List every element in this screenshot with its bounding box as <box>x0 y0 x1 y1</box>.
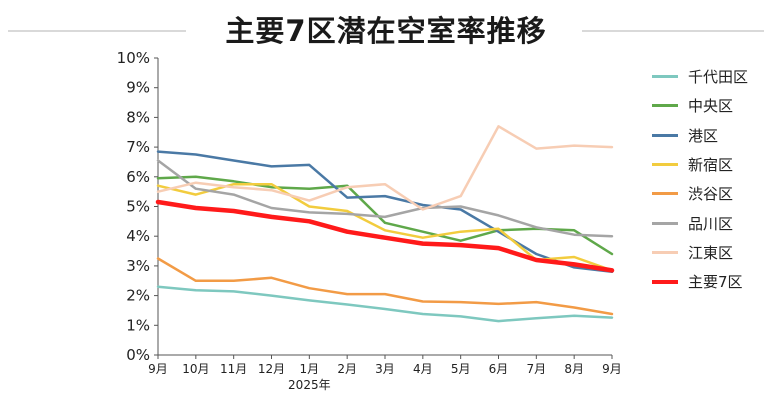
legend-item-6: 品川区 <box>652 208 770 237</box>
x-tick-label: 9月 <box>148 362 168 376</box>
y-tick-label: 2% <box>126 287 150 305</box>
x-year-label: 2025年 <box>288 378 331 392</box>
x-tick-label: 7月 <box>527 362 547 376</box>
legend-label: 中央区 <box>688 97 734 116</box>
y-tick-label: 8% <box>126 108 150 126</box>
series-line-2 <box>156 175 614 256</box>
y-tick-label: 7% <box>126 138 150 156</box>
y-tick-label: 5% <box>126 198 150 216</box>
x-tick-label: 4月 <box>413 362 433 376</box>
y-tick-label: 3% <box>126 257 150 275</box>
legend-item-7: 江東区 <box>652 238 770 267</box>
series-line-3 <box>156 150 614 274</box>
legend-swatch <box>652 104 678 108</box>
y-tick-label: 6% <box>126 168 150 186</box>
y-tick-label: 10% <box>117 49 150 67</box>
legend-label: 港区 <box>688 126 719 145</box>
legend-swatch <box>652 163 678 167</box>
legend-label: 主要7区 <box>688 273 743 292</box>
legend-swatch <box>652 279 678 284</box>
series-line-1 <box>156 285 614 323</box>
x-tick-label: 8月 <box>564 362 584 376</box>
legend-item-1: 千代田区 <box>652 62 770 91</box>
y-tick-label: 0% <box>126 346 150 364</box>
chart-title: 主要7区潜在空室率推移 <box>209 14 563 48</box>
title-rule-left <box>8 30 186 32</box>
chart-legend: 千代田区中央区港区新宿区渋谷区品川区江東区主要7区 <box>652 62 770 296</box>
legend-item-4: 新宿区 <box>652 150 770 179</box>
x-tick-label: 5月 <box>451 362 471 376</box>
legend-swatch <box>652 192 678 196</box>
legend-item-8: 主要7区 <box>652 267 770 296</box>
legend-label: 新宿区 <box>688 156 734 175</box>
legend-label: 千代田区 <box>688 68 749 87</box>
series-line-7 <box>156 125 614 211</box>
series-line-8 <box>155 199 615 273</box>
x-tick-label: 2月 <box>337 362 357 376</box>
y-tick-label: 4% <box>126 227 150 245</box>
y-tick-label: 1% <box>126 316 150 334</box>
x-tick-label: 6月 <box>489 362 509 376</box>
legend-label: 渋谷区 <box>688 185 734 204</box>
legend-swatch <box>652 75 678 79</box>
series-line-6 <box>156 159 614 238</box>
x-tick-label: 9月 <box>602 362 622 376</box>
legend-item-5: 渋谷区 <box>652 179 770 208</box>
legend-item-2: 中央区 <box>652 91 770 120</box>
x-tick-label: 11月 <box>220 362 247 376</box>
legend-swatch <box>652 221 678 225</box>
x-tick-label: 3月 <box>375 362 395 376</box>
title-rule-right <box>582 30 764 32</box>
legend-item-3: 港区 <box>652 121 770 150</box>
x-tick-label: 12月 <box>258 362 285 376</box>
x-tick-label: 1月 <box>300 362 320 376</box>
chart-header: 主要7区潜在空室率推移 <box>0 0 772 56</box>
legend-label: 品川区 <box>688 214 734 233</box>
series-line-5 <box>156 257 614 316</box>
y-tick-label: 9% <box>126 79 150 97</box>
legend-label: 江東区 <box>688 243 734 262</box>
x-tick-label: 10月 <box>182 362 209 376</box>
legend-swatch <box>652 133 678 137</box>
legend-swatch <box>652 250 678 254</box>
